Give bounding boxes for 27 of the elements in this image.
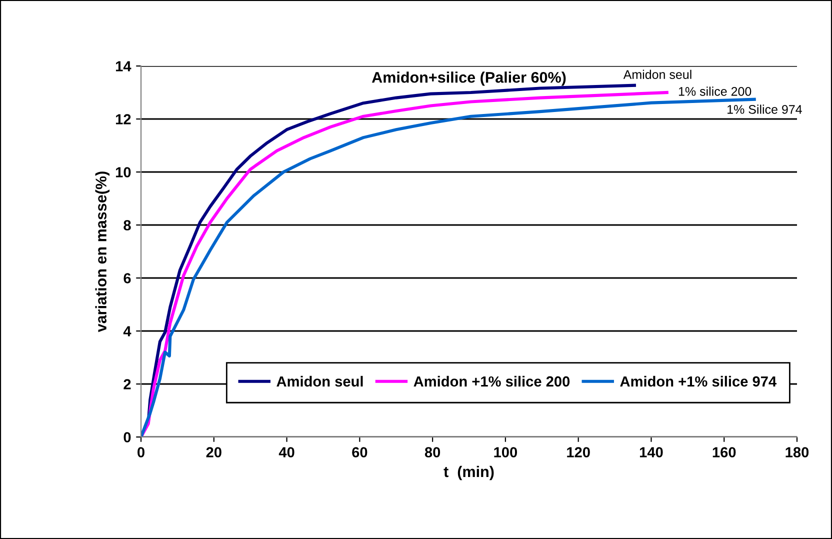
annotation: 1% Silice 974	[728, 104, 802, 114]
chart-title: Amidon+silice (Palier 60%)	[372, 72, 566, 86]
legend-label: Amidon +1% silice 200	[414, 376, 570, 387]
y-tick-label: 14	[116, 61, 132, 72]
x-tick-label: 80	[424, 447, 440, 458]
x-tick-label: 100	[494, 447, 518, 458]
y-tick-label: 6	[124, 273, 131, 284]
y-tick-label: 4	[123, 326, 132, 336]
x-tick-label: 160	[712, 447, 736, 458]
legend-label: Amidon +1% silice 974	[620, 376, 777, 387]
annotation: Amidon seul	[623, 70, 692, 79]
annotation: 1% silice 200	[678, 86, 752, 96]
y-axis-title: variation en masse(%)	[95, 172, 110, 332]
legend-label: Amidon seul	[276, 376, 363, 387]
y-tick-label: 0	[124, 432, 131, 442]
x-tick-label: 120	[567, 447, 590, 458]
y-tick-label: 8	[124, 220, 131, 230]
y-tick-label: 10	[116, 167, 131, 178]
x-tick-label: 40	[278, 447, 294, 458]
x-tick-label: 0	[138, 447, 144, 458]
x-axis-title: t (min)	[444, 466, 494, 480]
x-tick-label: 60	[352, 447, 368, 458]
y-tick-label: 2	[124, 379, 131, 390]
x-tick-label: 20	[206, 447, 222, 458]
y-tick-label: 12	[116, 114, 131, 124]
x-tick-label: 140	[640, 447, 663, 458]
x-tick-label: 180	[786, 447, 809, 458]
